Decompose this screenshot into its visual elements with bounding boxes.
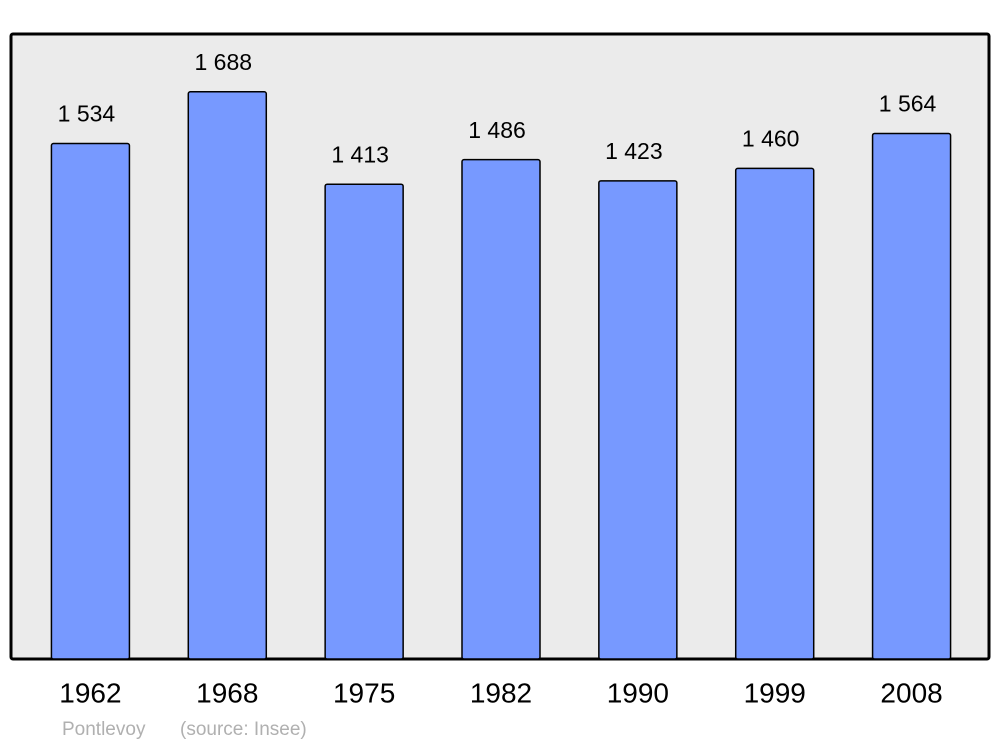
x-tick-label: 1968 xyxy=(196,677,258,708)
bar xyxy=(598,180,678,660)
bar xyxy=(871,132,952,660)
value-label: 1 423 xyxy=(605,138,663,164)
bar xyxy=(734,167,815,660)
bar xyxy=(187,91,268,660)
x-tick-label: 2008 xyxy=(880,677,942,708)
source: (source: Insee) xyxy=(180,719,307,740)
caption: Pontlevoy xyxy=(62,719,146,740)
value-label: 1 688 xyxy=(195,49,253,75)
value-label: 1 564 xyxy=(879,91,937,117)
x-tick-label: 1962 xyxy=(59,677,121,708)
value-label: 1 486 xyxy=(468,117,526,143)
x-tick-label: 1982 xyxy=(470,677,532,708)
value-label: 1 534 xyxy=(58,101,116,127)
value-label: 1 460 xyxy=(742,125,800,151)
bar xyxy=(324,183,404,660)
x-tick-label: 1999 xyxy=(744,677,806,708)
x-tick-label: 1990 xyxy=(607,677,669,708)
value-label: 1 413 xyxy=(331,141,389,167)
bar xyxy=(50,142,131,660)
x-tick-label: 1975 xyxy=(333,677,395,708)
bar xyxy=(461,158,541,660)
